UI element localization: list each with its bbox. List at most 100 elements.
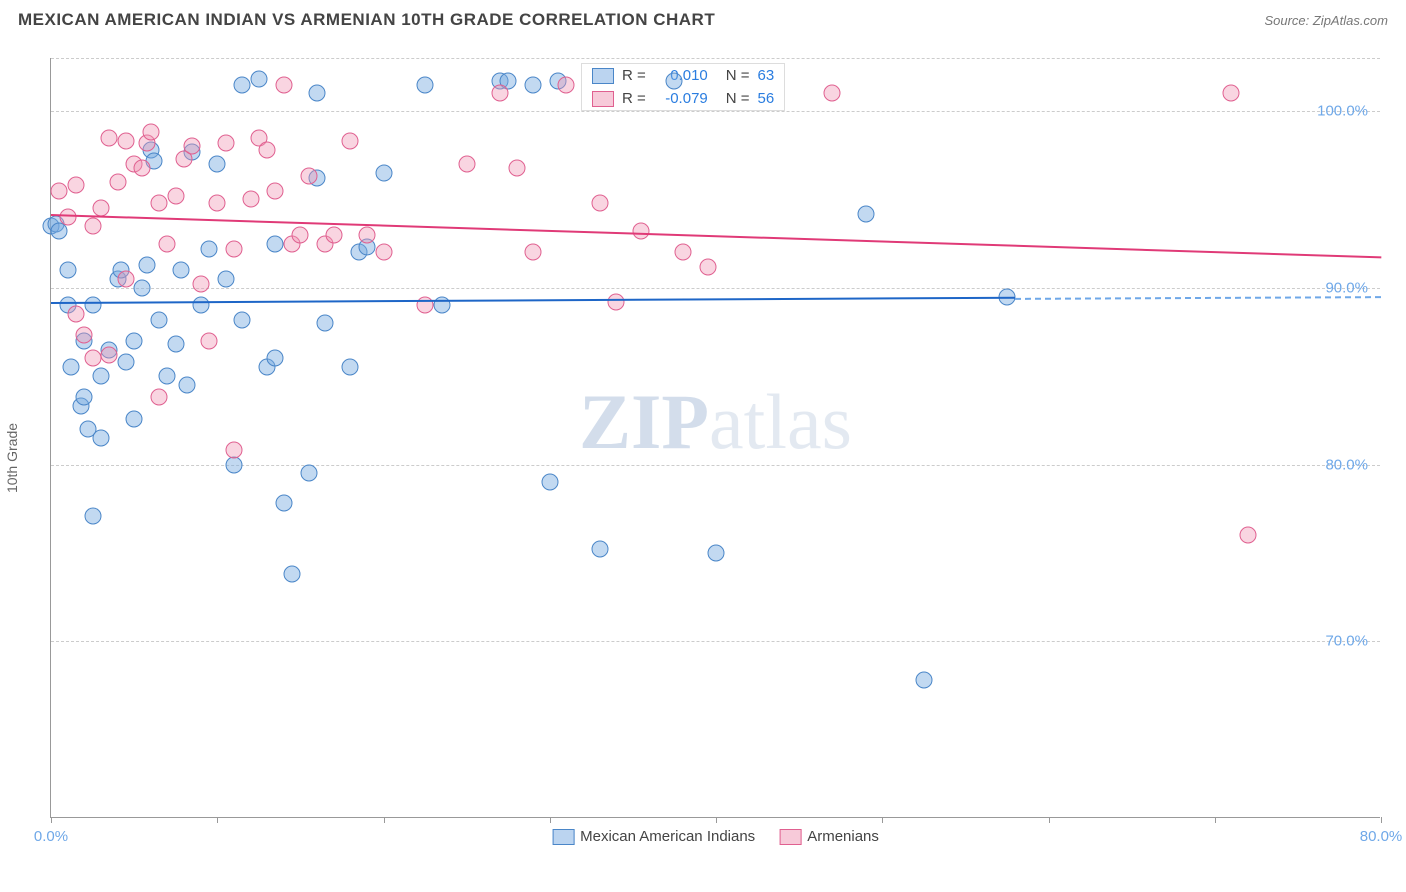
x-tick-label: 80.0% [1360,828,1403,845]
gridline [51,465,1380,466]
legend-label: Armenians [807,828,879,845]
data-point [275,495,292,512]
legend-n-label: N = [726,90,750,107]
data-point [51,182,68,199]
data-point [525,76,542,93]
x-tick [1381,817,1382,823]
data-point [541,474,558,491]
data-point [292,226,309,243]
plot-area: ZIPatlas R =0.010N =63R =-0.079N =56 Mex… [50,58,1380,818]
data-point [139,256,156,273]
trend-line [1015,296,1381,300]
data-point [84,217,101,234]
legend-n-value: 56 [758,90,775,107]
data-point [76,327,93,344]
data-point [59,209,76,226]
data-point [267,350,284,367]
y-tick-label: 70.0% [1325,633,1368,650]
y-tick-label: 90.0% [1325,279,1368,296]
data-point [358,226,375,243]
data-point [342,133,359,150]
data-point [200,332,217,349]
data-point [708,544,725,561]
data-point [209,194,226,211]
data-point [109,173,126,190]
data-point [300,168,317,185]
y-axis-label: 10th Grade [4,423,20,493]
data-point [192,276,209,293]
gridline [51,58,1380,59]
gridline [51,111,1380,112]
data-point [67,306,84,323]
x-tick [384,817,385,823]
data-point [915,672,932,689]
data-point [250,71,267,88]
data-point [117,354,134,371]
data-point [417,76,434,93]
data-point [117,133,134,150]
data-point [317,315,334,332]
x-tick [217,817,218,823]
data-point [633,223,650,240]
x-tick [882,817,883,823]
legend-swatch [552,829,574,845]
data-point [558,76,575,93]
x-tick-label: 0.0% [34,828,68,845]
legend-stats: R =0.010N =63R =-0.079N =56 [581,63,785,111]
data-point [225,240,242,257]
data-point [151,389,168,406]
data-point [300,465,317,482]
legend-item: Armenians [779,828,879,845]
gridline [51,641,1380,642]
data-point [824,85,841,102]
data-point [179,376,196,393]
data-point [1240,527,1257,544]
data-point [375,244,392,261]
data-point [666,72,683,89]
data-point [267,182,284,199]
legend-label: Mexican American Indians [580,828,755,845]
data-point [101,346,118,363]
data-point [192,297,209,314]
data-point [608,293,625,310]
data-point [458,156,475,173]
legend-r-value: -0.079 [654,90,708,107]
data-point [159,235,176,252]
data-point [200,240,217,257]
data-point [699,258,716,275]
data-point [217,134,234,151]
data-point [151,194,168,211]
x-tick [550,817,551,823]
data-point [309,85,326,102]
data-point [172,262,189,279]
legend-swatch [592,68,614,84]
data-point [284,566,301,583]
data-point [134,279,151,296]
data-point [134,159,151,176]
legend-n-label: N = [726,67,750,84]
legend-swatch [779,829,801,845]
y-tick-label: 100.0% [1317,103,1368,120]
data-point [225,442,242,459]
data-point [76,389,93,406]
gridline [51,288,1380,289]
data-point [1223,85,1240,102]
legend-n-value: 63 [758,67,775,84]
data-point [92,430,109,447]
data-point [674,244,691,261]
data-point [59,262,76,279]
legend-row: R =0.010N =63 [582,64,784,87]
data-point [267,235,284,252]
legend-item: Mexican American Indians [552,828,755,845]
x-tick [716,817,717,823]
data-point [167,336,184,353]
data-point [242,191,259,208]
data-point [84,297,101,314]
data-point [126,410,143,427]
data-point [234,311,251,328]
data-point [275,76,292,93]
trend-line [51,214,1381,258]
x-tick [1215,817,1216,823]
x-tick [51,817,52,823]
data-point [525,244,542,261]
